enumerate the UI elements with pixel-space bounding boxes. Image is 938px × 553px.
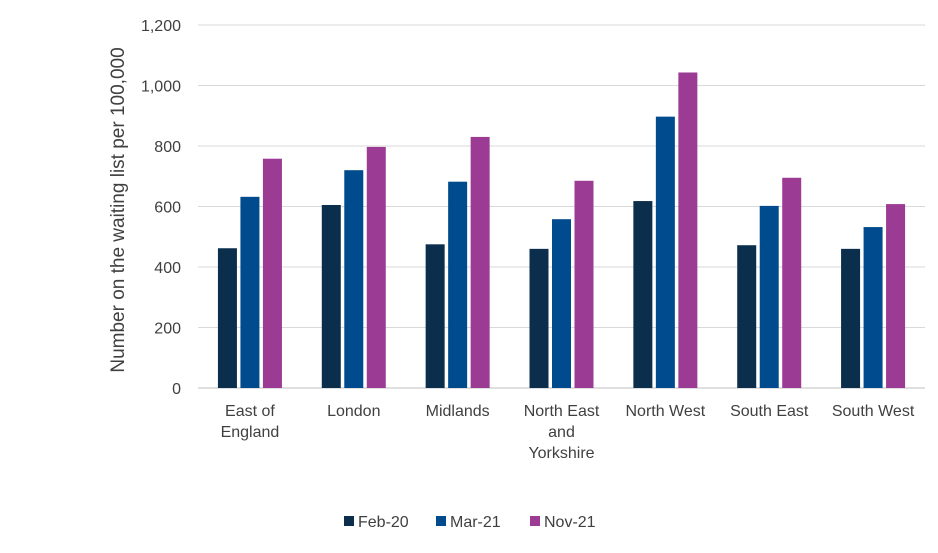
legend-label: Feb-20 — [358, 514, 409, 531]
bar-nov-21 — [366, 146, 386, 388]
bar-feb-20 — [217, 248, 237, 388]
bar-feb-20 — [841, 248, 861, 388]
legend-swatch — [344, 516, 354, 526]
bar-mar-21 — [863, 227, 883, 388]
bar-feb-20 — [529, 248, 549, 388]
bar-nov-21 — [574, 180, 594, 388]
bar-feb-20 — [425, 244, 445, 388]
y-axis-label: Number on the waiting list per 100,000 — [108, 47, 129, 372]
bar-nov-21 — [262, 158, 282, 388]
x-tick-label-line: East of — [225, 403, 275, 420]
y-tick-label: 1,000 — [141, 79, 181, 96]
bar-feb-20 — [737, 245, 757, 388]
x-tick-label-line: South East — [730, 403, 809, 420]
x-tick-label-line: North West — [625, 403, 705, 420]
x-tick-label-line: London — [327, 403, 380, 420]
x-tick-label: South West — [832, 403, 915, 420]
y-tick-label: 600 — [154, 200, 181, 217]
bars — [217, 72, 906, 389]
x-tick-label: East of England — [221, 403, 280, 441]
x-tick-label: North West — [625, 403, 705, 420]
bar-nov-21 — [782, 177, 802, 388]
x-tick-label-line: England — [221, 424, 280, 441]
y-tick-label: 200 — [154, 321, 181, 338]
bar-nov-21 — [678, 72, 698, 389]
legend-label: Nov-21 — [544, 514, 596, 531]
x-tick-label: North East and Yorkshire — [524, 403, 600, 462]
legend-label: Mar-21 — [450, 514, 501, 531]
legend-swatch — [436, 516, 446, 526]
x-tick-label-line: South West — [832, 403, 915, 420]
x-tick-label-line: and — [548, 424, 575, 441]
x-axis-ticks: East of England London Midlands North East an… — [221, 403, 915, 462]
bar-mar-21 — [448, 181, 468, 388]
y-tick-label: 1,200 — [141, 18, 181, 35]
legend-swatch — [530, 516, 540, 526]
y-tick-label: 0 — [172, 381, 181, 398]
bar-nov-21 — [470, 136, 490, 388]
x-tick-label: London — [327, 403, 380, 420]
bar-nov-21 — [886, 204, 906, 388]
bar-mar-21 — [759, 205, 779, 388]
legend: Feb-20 Mar-21 Nov-21 — [344, 514, 596, 531]
x-tick-label: Midlands — [426, 403, 490, 420]
x-tick-label-line: Yorkshire — [528, 445, 594, 462]
x-tick-label: South East — [730, 403, 809, 420]
bar-feb-20 — [633, 201, 653, 388]
y-tick-label: 800 — [154, 139, 181, 156]
x-tick-label-line: North East — [524, 403, 600, 420]
y-tick-label: 400 — [154, 260, 181, 277]
bar-mar-21 — [552, 219, 571, 388]
bar-feb-20 — [321, 204, 341, 388]
bar-mar-21 — [655, 116, 675, 388]
bar-mar-21 — [344, 170, 364, 388]
x-tick-label-line: Midlands — [426, 403, 490, 420]
bar-mar-21 — [240, 196, 260, 388]
y-axis-ticks: 0 200 400 600 800 1,000 1,200 — [141, 18, 181, 398]
